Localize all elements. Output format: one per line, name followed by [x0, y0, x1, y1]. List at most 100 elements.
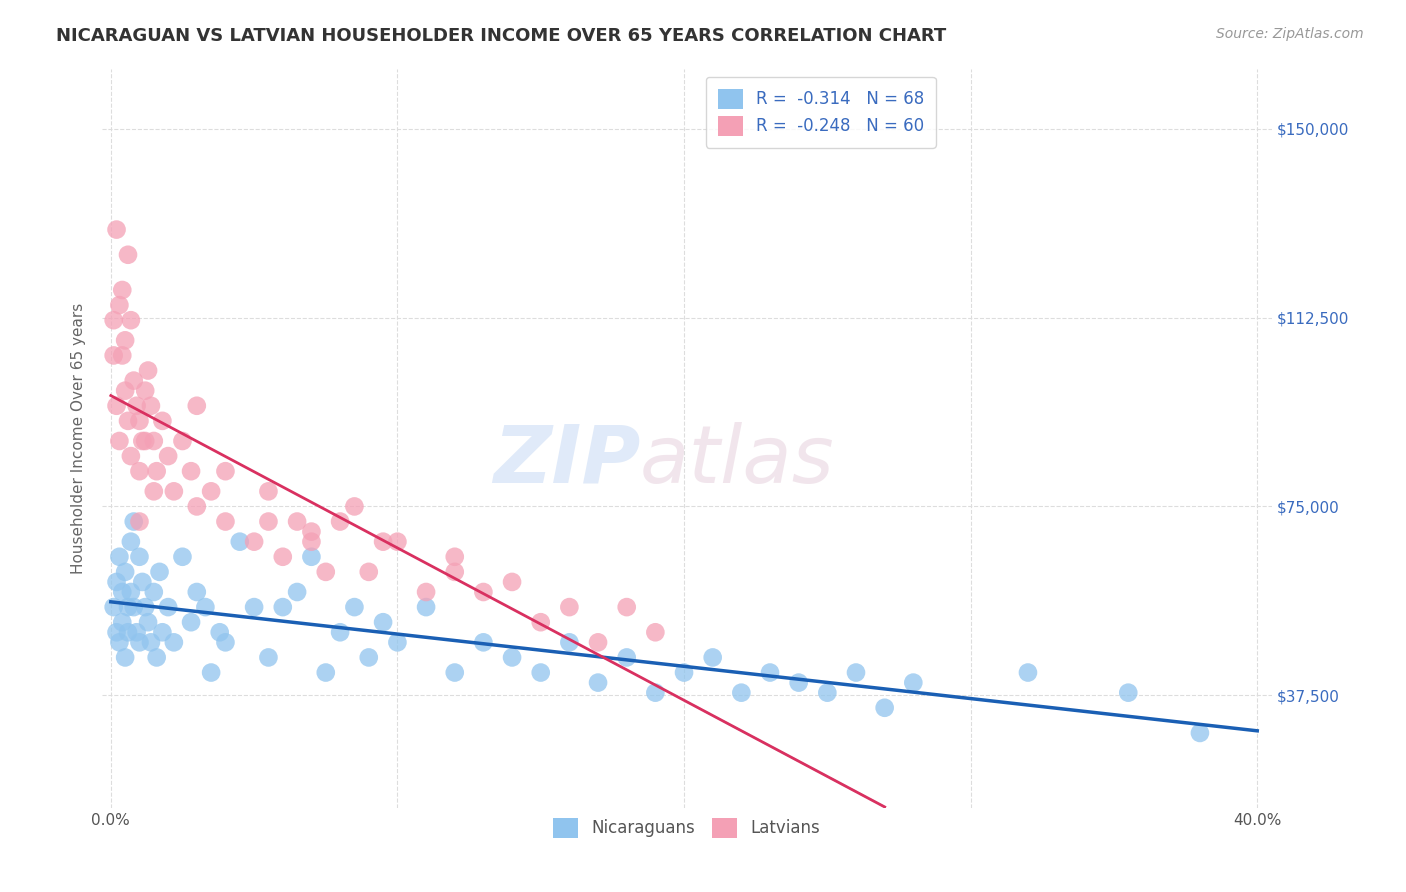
Point — [108, 298, 131, 312]
Point — [114, 384, 136, 398]
Point — [117, 600, 139, 615]
Point — [108, 434, 131, 448]
Point — [208, 625, 231, 640]
Point — [128, 515, 150, 529]
Point — [815, 686, 838, 700]
Point — [142, 484, 165, 499]
Point — [200, 484, 222, 499]
Point — [501, 650, 523, 665]
Text: Source: ZipAtlas.com: Source: ZipAtlas.com — [1216, 27, 1364, 41]
Point — [122, 374, 145, 388]
Point — [357, 565, 380, 579]
Point — [103, 313, 125, 327]
Point — [108, 635, 131, 649]
Point — [472, 585, 495, 599]
Point — [214, 464, 236, 478]
Point — [120, 585, 142, 599]
Point — [111, 283, 134, 297]
Point — [759, 665, 782, 680]
Point — [214, 515, 236, 529]
Point — [371, 615, 394, 630]
Point — [172, 434, 194, 448]
Point — [702, 650, 724, 665]
Point — [301, 549, 323, 564]
Point — [787, 675, 810, 690]
Point — [443, 549, 465, 564]
Point — [443, 565, 465, 579]
Text: atlas: atlas — [640, 422, 835, 500]
Point — [120, 313, 142, 327]
Point — [586, 675, 609, 690]
Point — [530, 665, 553, 680]
Point — [271, 600, 294, 615]
Point — [111, 585, 134, 599]
Point — [114, 650, 136, 665]
Point — [301, 524, 323, 539]
Point — [243, 600, 266, 615]
Point — [142, 585, 165, 599]
Point — [103, 600, 125, 615]
Point — [105, 399, 128, 413]
Point — [117, 625, 139, 640]
Point — [257, 650, 280, 665]
Point — [122, 515, 145, 529]
Point — [105, 625, 128, 640]
Point — [172, 549, 194, 564]
Point — [415, 585, 437, 599]
Point — [163, 635, 186, 649]
Point — [616, 600, 638, 615]
Point — [128, 635, 150, 649]
Point — [186, 585, 208, 599]
Point — [315, 665, 337, 680]
Point — [105, 222, 128, 236]
Point — [257, 484, 280, 499]
Point — [644, 625, 666, 640]
Point — [558, 635, 581, 649]
Point — [125, 625, 148, 640]
Point — [285, 515, 308, 529]
Point — [673, 665, 696, 680]
Point — [128, 414, 150, 428]
Y-axis label: Householder Income Over 65 years: Householder Income Over 65 years — [72, 303, 86, 574]
Point — [194, 600, 217, 615]
Point — [108, 549, 131, 564]
Point — [200, 665, 222, 680]
Point — [131, 434, 153, 448]
Point — [128, 549, 150, 564]
Point — [415, 600, 437, 615]
Point — [157, 449, 180, 463]
Point — [472, 635, 495, 649]
Point — [845, 665, 868, 680]
Point — [315, 565, 337, 579]
Point — [114, 565, 136, 579]
Point — [134, 434, 156, 448]
Point — [180, 464, 202, 478]
Point — [103, 348, 125, 362]
Text: ZIP: ZIP — [492, 422, 640, 500]
Point — [329, 625, 352, 640]
Point — [214, 635, 236, 649]
Point — [371, 534, 394, 549]
Legend: Nicaraguans, Latvians: Nicaraguans, Latvians — [547, 811, 827, 845]
Point — [586, 635, 609, 649]
Point — [152, 625, 174, 640]
Point — [530, 615, 553, 630]
Point — [142, 434, 165, 448]
Point — [329, 515, 352, 529]
Point — [1116, 686, 1139, 700]
Point — [903, 675, 925, 690]
Point — [616, 650, 638, 665]
Point — [301, 534, 323, 549]
Point — [120, 449, 142, 463]
Point — [387, 534, 409, 549]
Point — [145, 464, 167, 478]
Point — [873, 700, 896, 714]
Point — [558, 600, 581, 615]
Point — [163, 484, 186, 499]
Point — [229, 534, 252, 549]
Point — [125, 399, 148, 413]
Point — [117, 248, 139, 262]
Point — [136, 363, 159, 377]
Point — [343, 600, 366, 615]
Point — [186, 399, 208, 413]
